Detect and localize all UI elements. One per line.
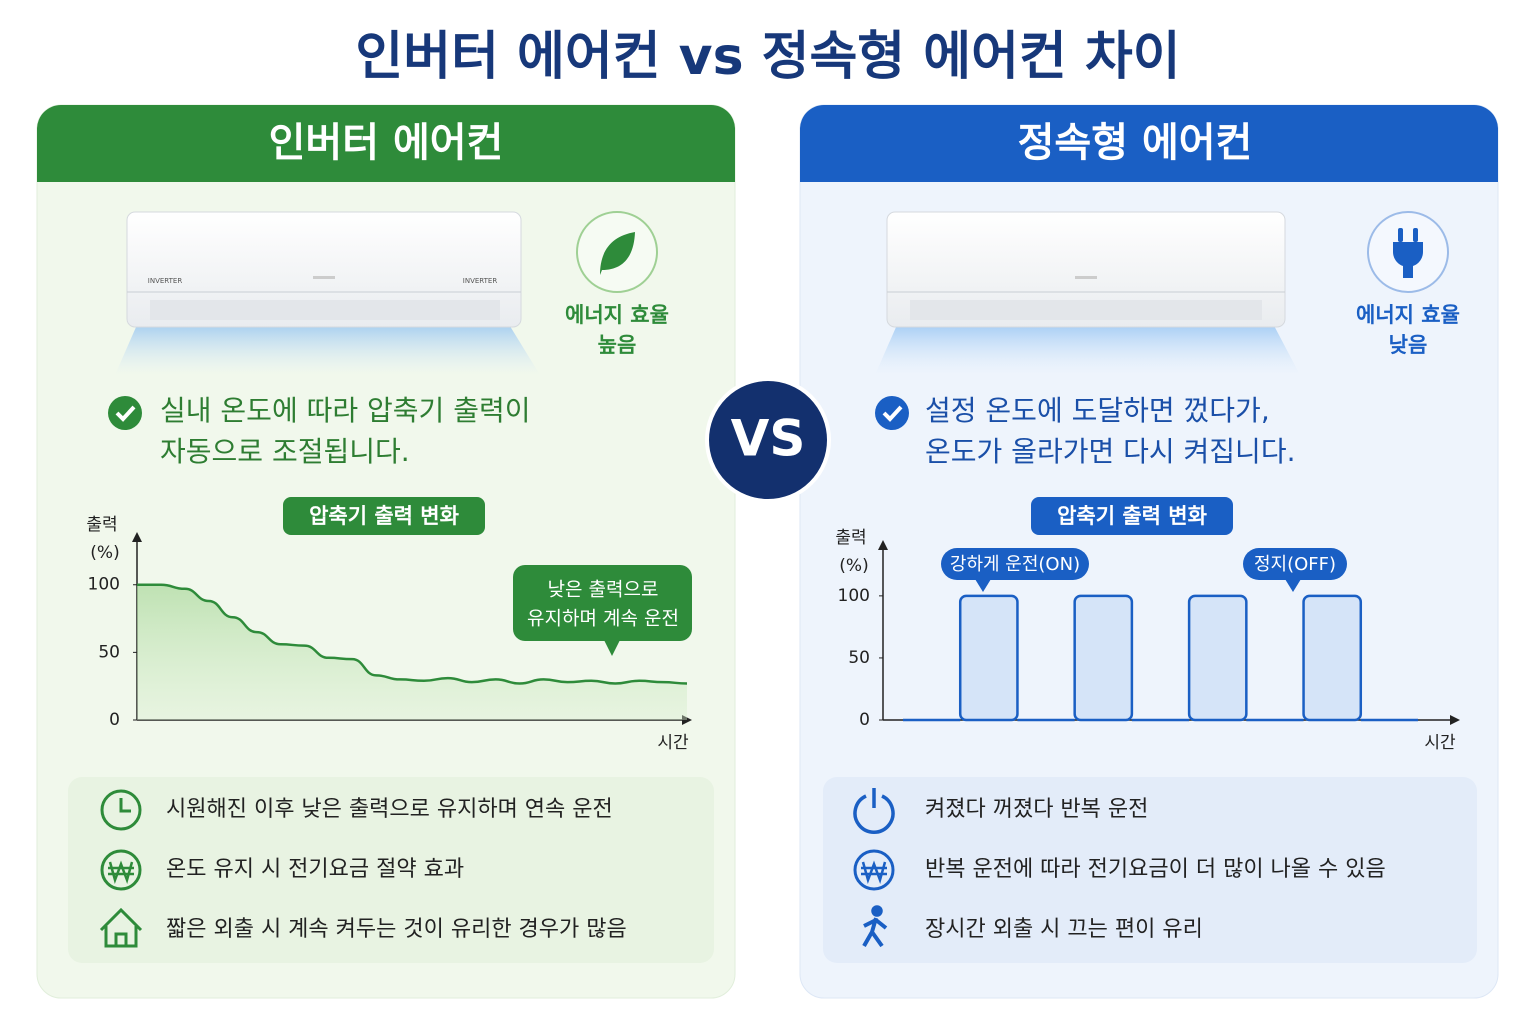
- badge-text: 에너지 효율: [565, 303, 669, 327]
- badge-text: 낮음: [1389, 333, 1428, 357]
- ac-unit: [875, 211, 1300, 375]
- chart-title-pill: [1031, 497, 1233, 535]
- chart-title-pill: [283, 497, 485, 535]
- badge-text: 에너지 효율: [1356, 303, 1460, 327]
- unit-label: INVERTER: [148, 277, 183, 285]
- area: [137, 584, 687, 720]
- description: 온도가 올라가면 다시 켜집니다.: [925, 435, 1295, 468]
- y-axis-label: 출력: [835, 528, 866, 548]
- on-pulse: [958, 594, 1019, 722]
- chart-title: 압축기 출력 변화: [1057, 504, 1208, 528]
- annotation: 유지하며 계속 운전: [527, 608, 679, 630]
- x-arrow: [1450, 715, 1460, 725]
- annotation: 정지(OFF): [1254, 554, 1336, 575]
- page-title: 인버터 에어컨 vs 정속형 에어컨 차이: [355, 27, 1180, 87]
- description: 설정 온도에 도달하면 껐다가,: [925, 394, 1270, 427]
- annotation: 강하게 운전(ON): [950, 554, 1080, 575]
- y-arrow: [132, 532, 142, 542]
- unit-label: INVERTER: [463, 277, 498, 285]
- x-axis-label: 시간: [1424, 733, 1456, 753]
- on-pulse: [1073, 594, 1134, 722]
- check-mark: [115, 405, 136, 422]
- feature-box: [823, 777, 1477, 963]
- y-axis-label: 출력: [86, 515, 117, 535]
- panel-header: [37, 105, 735, 182]
- annotation-tail: [975, 579, 991, 592]
- badge-text: 높음: [598, 333, 637, 357]
- feature-text: 시원해진 이후 낮은 출력으로 유지하며 연속 운전: [166, 797, 613, 822]
- y-tick-label: 100: [838, 586, 870, 606]
- annotation-tail: [1285, 579, 1301, 592]
- annotation-pill: [941, 548, 1089, 580]
- annotation-bubble: [513, 565, 692, 641]
- y-tick-label: 0: [109, 710, 120, 730]
- leaf-icon: [600, 232, 635, 275]
- check-mark: [882, 405, 903, 422]
- vs-text: VS: [731, 410, 806, 468]
- y-tick-label: 50: [848, 648, 870, 668]
- description: 자동으로 조절됩니다.: [160, 435, 410, 468]
- feature-box: [68, 777, 714, 963]
- annotation-tail: [604, 640, 620, 656]
- y-axis-label: (%): [90, 543, 119, 563]
- on-pulse: [1302, 594, 1363, 722]
- chart-title: 압축기 출력 변화: [309, 504, 460, 528]
- feature-text: 온도 유지 시 전기요금 절약 효과: [166, 857, 464, 882]
- annotation-pill: [1243, 548, 1347, 580]
- feature-text: 반복 운전에 따라 전기요금이 더 많이 나올 수 있음: [925, 857, 1386, 882]
- x-axis-label: 시간: [657, 733, 689, 753]
- y-axis-label: (%): [839, 556, 868, 576]
- feature-icons: [99, 789, 143, 948]
- line: [137, 583, 688, 685]
- feature-text: 켜졌다 꺼졌다 반복 운전: [925, 797, 1148, 822]
- y-tick-label: 50: [98, 642, 120, 662]
- feature-text: 장시간 외출 시 끄는 편이 유리: [925, 917, 1203, 942]
- y-tick-label: 0: [859, 710, 870, 730]
- plug-icon: [1393, 228, 1423, 278]
- vs-badge: [705, 377, 831, 503]
- panel-title: 정속형 에어컨: [1018, 120, 1253, 166]
- y-tick-label: 100: [88, 575, 120, 595]
- description: 실내 온도에 따라 압축기 출력이: [160, 394, 530, 427]
- on-pulse: [1187, 594, 1248, 722]
- panel-header: [800, 105, 1498, 182]
- check-icon: [108, 396, 142, 430]
- feature-icons: [853, 788, 895, 948]
- y-arrow: [878, 540, 888, 550]
- ac-unit: INVERTER INVERTER: [115, 211, 540, 375]
- panel-title: 인버터 에어컨: [269, 120, 504, 166]
- check-icon: [875, 396, 909, 430]
- annotation: 낮은 출력으로: [548, 579, 659, 601]
- feature-text: 짧은 외출 시 계속 켜두는 것이 유리한 경우가 많음: [166, 917, 627, 942]
